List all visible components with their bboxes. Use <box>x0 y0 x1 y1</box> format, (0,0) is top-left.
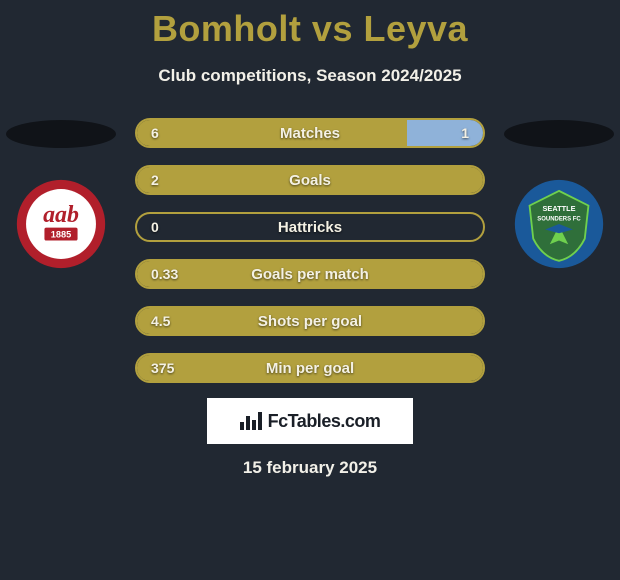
stat-bar: Goals per match0.33 <box>135 259 485 289</box>
page-title: Bomholt vs Leyva <box>152 8 468 49</box>
svg-text:SOUNDERS FC: SOUNDERS FC <box>537 216 581 222</box>
stat-bar: Goals2 <box>135 165 485 195</box>
subtitle: Club competitions, Season 2024/2025 <box>158 66 461 85</box>
club-crest-left: aab1885 <box>15 178 107 270</box>
bar-label: Hattricks <box>137 214 483 240</box>
bar-label: Shots per goal <box>137 308 483 334</box>
subtitle-row: Club competitions, Season 2024/2025 <box>0 66 620 86</box>
stat-bar: Min per goal375 <box>135 353 485 383</box>
chart-icon <box>240 410 262 432</box>
title-player-left: Bomholt <box>152 8 301 49</box>
player-silhouette-left <box>6 120 116 148</box>
bar-value-right: 1 <box>447 120 483 146</box>
bar-value-left: 0.33 <box>137 261 192 287</box>
club-crest-right: SEATTLE SOUNDERS FC <box>513 178 605 270</box>
stat-bars: Matches6 1 Goals2 Hattricks0 Goals per match… <box>135 118 485 383</box>
player-right-zone: SEATTLE SOUNDERS FC <box>504 120 614 270</box>
svg-text:aab: aab <box>43 202 79 228</box>
watermark-text: FcTables.com <box>268 411 381 432</box>
svg-text:1885: 1885 <box>51 229 71 239</box>
svg-text:SEATTLE: SEATTLE <box>543 204 576 213</box>
bar-label: Min per goal <box>137 355 483 381</box>
bar-label: Goals <box>137 167 483 193</box>
watermark-row: FcTables.com 15 february 2025 <box>0 398 620 478</box>
stat-bar: Hattricks0 <box>135 212 485 242</box>
title-player-right: Leyva <box>363 8 468 49</box>
bar-value-left: 4.5 <box>137 308 184 334</box>
title-vs: vs <box>312 8 353 49</box>
stat-bar: Shots per goal4.5 <box>135 306 485 336</box>
bar-label: Matches <box>137 120 483 146</box>
bar-value-left: 0 <box>137 214 173 240</box>
date: 15 february 2025 <box>0 458 620 478</box>
bar-value-left: 375 <box>137 355 188 381</box>
bar-value-left: 6 <box>137 120 173 146</box>
player-silhouette-right <box>504 120 614 148</box>
watermark: FcTables.com <box>207 398 413 444</box>
stat-bar: Matches6 1 <box>135 118 485 148</box>
player-left-zone: aab1885 <box>6 120 116 270</box>
title-row: Bomholt vs Leyva <box>0 0 620 50</box>
bar-value-left: 2 <box>137 167 173 193</box>
